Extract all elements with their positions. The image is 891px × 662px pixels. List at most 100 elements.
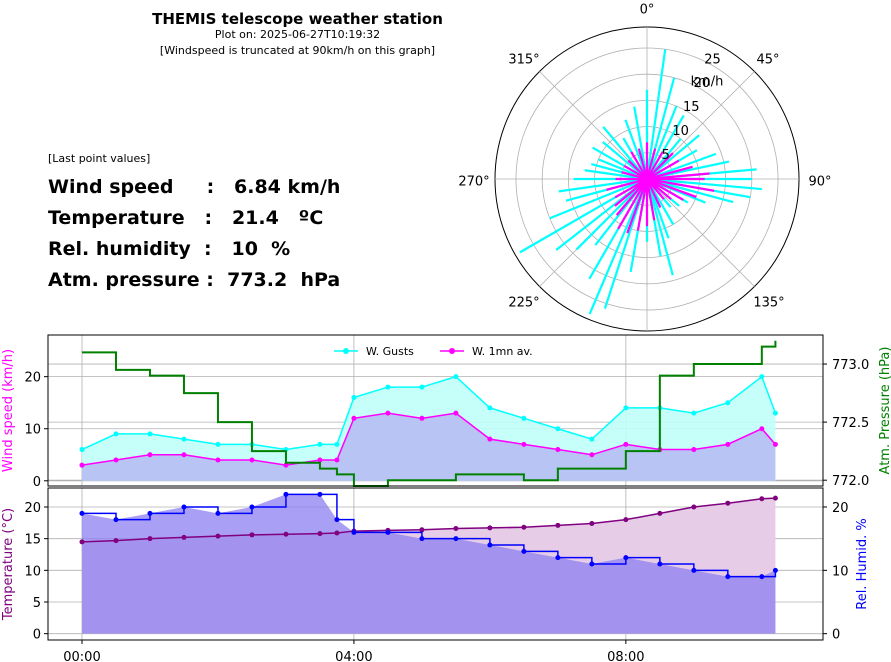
humidity-point	[589, 561, 595, 567]
polar-wind-bar	[627, 159, 648, 180]
polar-wind-bar	[626, 178, 649, 234]
polar-wind-bar	[614, 178, 648, 199]
avg-point	[725, 441, 731, 447]
wind-panel-frame	[47, 334, 824, 487]
avg-point	[691, 447, 697, 453]
polar-wind-bar	[617, 178, 648, 230]
gust-point	[759, 374, 765, 380]
humidity-point	[657, 561, 663, 567]
polar-wind-bar	[637, 148, 649, 180]
humidity-area	[81, 494, 776, 634]
temp-point	[772, 495, 778, 501]
temp-point	[249, 532, 255, 538]
avg-point	[79, 462, 85, 468]
humidity-ytick-label: 0	[832, 628, 840, 643]
temp-point	[691, 504, 697, 510]
humidity-point	[334, 517, 340, 523]
last-point-label: [Last point values]	[48, 152, 151, 165]
polar-angle-label: 90°	[808, 175, 831, 190]
humidity-point	[249, 504, 255, 510]
humidity-point	[147, 510, 153, 516]
avg-area	[81, 413, 776, 481]
humidity-point	[555, 555, 561, 561]
truncation-note: [Windspeed is truncated at 90km/h on thi…	[159, 44, 436, 57]
avg-point	[334, 457, 340, 463]
polar-wind-bar	[636, 178, 649, 231]
gust-point	[623, 405, 629, 411]
polar-wind-bar	[646, 151, 664, 180]
wind-ytick-label: 10	[24, 423, 41, 438]
gust-point	[215, 441, 221, 447]
polar-radial-tick: 20	[694, 76, 711, 91]
pressure-ytick-label: 772.0	[832, 474, 869, 489]
humidity-point	[487, 542, 493, 548]
wind-ytick-label: 20	[24, 371, 41, 386]
humidity-point	[113, 517, 119, 523]
gust-point	[772, 410, 778, 416]
polar-wind-bar	[645, 178, 674, 276]
polar-wind-bar	[646, 177, 715, 192]
temp-point	[589, 520, 595, 526]
humidity-point	[521, 548, 527, 554]
gust-point	[79, 447, 85, 453]
gust-point	[725, 400, 731, 406]
gust-point	[147, 431, 153, 437]
polar-wind-bar	[646, 165, 693, 181]
polar-wind-bar	[646, 178, 684, 201]
chart-title: THEMIS telescope weather station	[152, 10, 443, 28]
polar-wind-bar	[646, 178, 665, 200]
humidity-readout: Rel. humidity : 10 %	[48, 238, 291, 260]
temp-point	[113, 538, 119, 544]
temp-point	[334, 530, 340, 536]
temp-point	[759, 496, 765, 502]
temp-point	[317, 531, 323, 537]
humidity-point	[453, 536, 459, 542]
avg-point	[555, 447, 561, 453]
gust-point	[419, 384, 425, 390]
polar-angle-label: 225°	[508, 296, 539, 311]
polar-radial-label: km/h	[691, 75, 724, 90]
polar-wind-bar	[621, 171, 648, 181]
polar-wind-bar	[645, 178, 656, 221]
avg-point	[385, 410, 391, 416]
humidity-point	[317, 491, 323, 497]
gust-point	[521, 415, 527, 421]
humidity-point	[772, 567, 778, 573]
plot-timestamp: Plot on: 2025-06-27T10:19:32	[214, 28, 381, 41]
legend-gust-marker	[343, 348, 349, 354]
pressure-line	[81, 340, 777, 487]
humidity-ylabel: Rel. Humid. %	[855, 518, 870, 609]
polar-radial-tick: 25	[704, 52, 721, 67]
humidity-point	[691, 567, 697, 573]
temperature-readout: Temperature : 21.4 ºC	[48, 207, 324, 229]
polar-angle-label: 135°	[753, 296, 784, 311]
x-tick-label: 00:00	[63, 650, 100, 662]
x-tick-label: 08:00	[607, 650, 644, 662]
legend-gust-label: W. Gusts	[366, 345, 414, 358]
humidity-point	[419, 536, 425, 542]
temp-point	[555, 522, 561, 528]
polar-angle-label: 315°	[508, 53, 539, 68]
avg-point	[181, 452, 187, 458]
humidity-point	[725, 574, 731, 580]
polar-wind-bar	[646, 178, 662, 208]
polar-wind-bar	[646, 152, 674, 180]
pressure-ytick-label: 772.5	[832, 416, 869, 431]
humidity-point	[181, 504, 187, 510]
polar-spoke	[646, 178, 755, 287]
avg-point	[249, 457, 255, 463]
polar-angle-label: 45°	[756, 53, 779, 68]
humidity-point	[79, 510, 85, 516]
polar-radial-tick: 10	[672, 124, 689, 139]
avg-point	[419, 415, 425, 421]
avg-point	[283, 462, 289, 468]
temp-point	[79, 539, 85, 545]
temp-point	[283, 531, 289, 537]
avg-point	[521, 441, 527, 447]
gust-point	[691, 410, 697, 416]
pressure-ytick-label: 773.0	[832, 358, 869, 373]
gust-point	[181, 436, 187, 442]
polar-radial-tick: 15	[683, 100, 700, 115]
polar-wind-bar	[645, 148, 657, 180]
humidity-point	[351, 529, 357, 535]
